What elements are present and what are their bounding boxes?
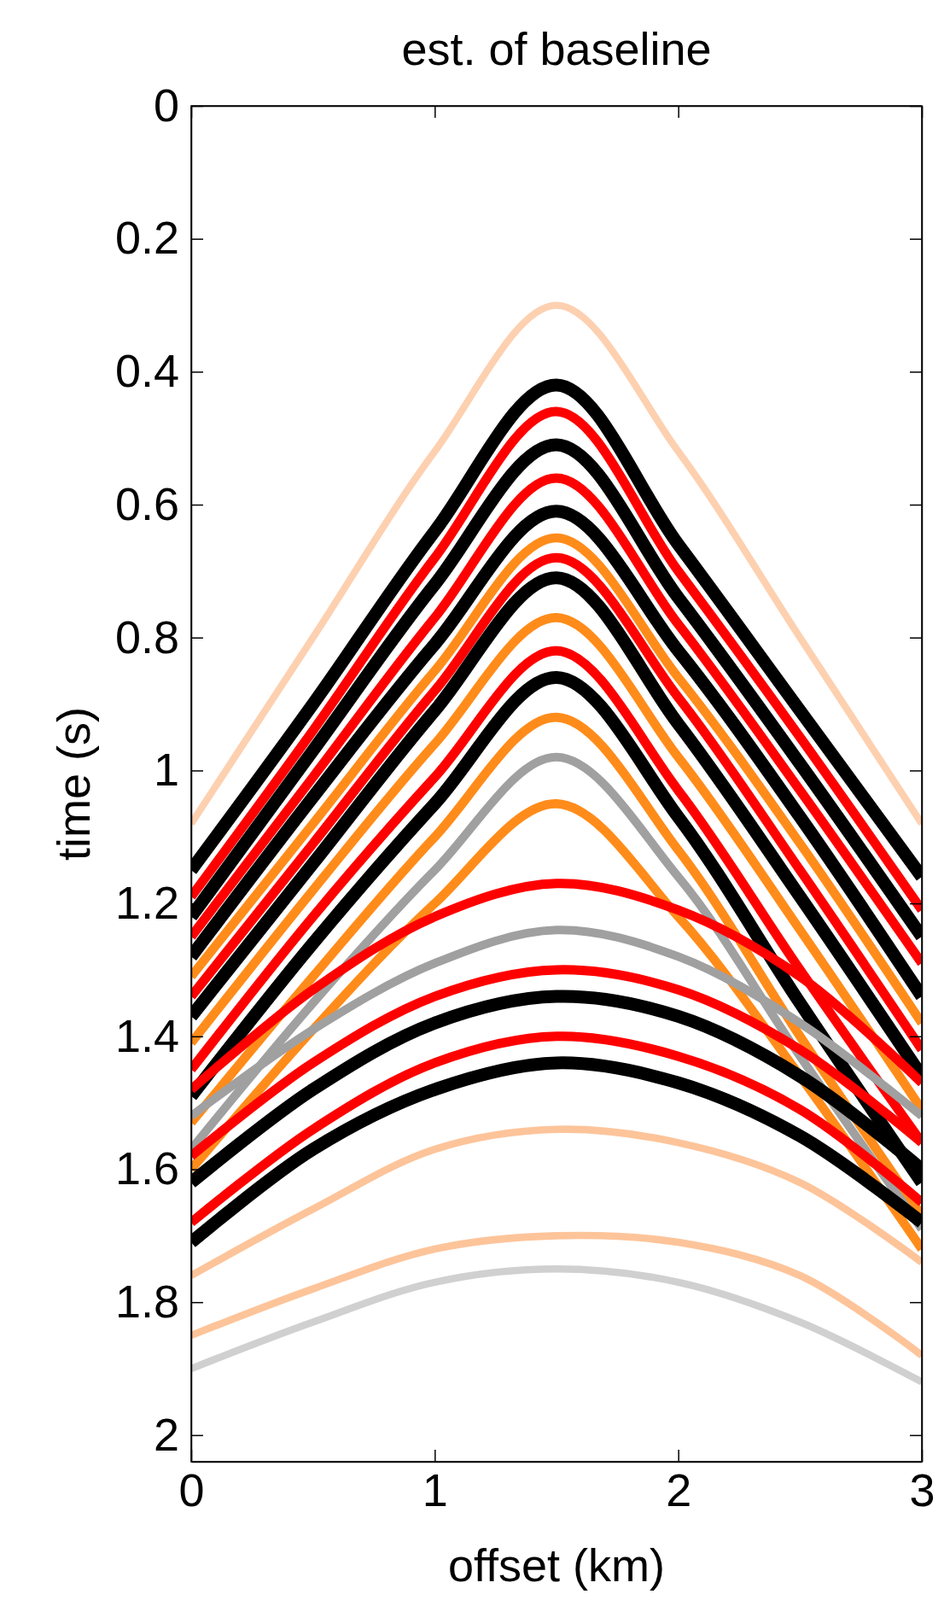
tick: 1.2	[115, 876, 204, 928]
x-axis: 0 1 2 3	[178, 1449, 935, 1516]
y-axis-title: time (s)	[47, 706, 100, 861]
tick	[909, 1434, 922, 1436]
x-axis-top	[192, 105, 923, 118]
tick-mark	[191, 769, 204, 772]
axis-line	[191, 106, 193, 1463]
tick-mark	[909, 769, 922, 772]
tick: 0.8	[115, 611, 204, 663]
tick	[909, 903, 922, 904]
tick	[909, 1168, 922, 1170]
event-line	[191, 1129, 922, 1276]
tick-label: 0.8	[115, 611, 180, 663]
tick: 1.4	[115, 1009, 204, 1061]
tick: 1	[153, 743, 204, 795]
tick-label: 0	[153, 79, 180, 131]
tick	[678, 105, 680, 118]
event-line	[191, 803, 922, 1249]
tick	[434, 105, 436, 118]
tick-mark	[909, 504, 922, 507]
tick-mark	[909, 238, 922, 240]
tick-mark	[677, 1449, 680, 1462]
tick	[909, 1301, 922, 1303]
tick-label: 3	[909, 1463, 935, 1516]
events	[191, 305, 922, 1382]
tick: 0.6	[115, 477, 204, 530]
tick	[909, 371, 922, 373]
tick-mark	[909, 1168, 922, 1171]
tick-mark	[191, 636, 204, 639]
tick-mark	[909, 1301, 922, 1304]
tick-mark	[909, 903, 922, 905]
tick-mark	[191, 903, 204, 905]
tick-label: 2	[153, 1408, 180, 1460]
tick-label: 0.4	[115, 344, 180, 397]
tick-label: 1.2	[115, 876, 180, 928]
tick-label: 1.8	[115, 1275, 180, 1327]
y-axis: 0 0.2 0.4 0.6 0.8 1 1.2 1.4 1.6 1.8 2	[115, 79, 204, 1463]
axis-line	[192, 105, 923, 108]
tick-label: 0.6	[115, 477, 180, 530]
frame	[191, 105, 922, 1462]
event-line	[191, 1235, 922, 1356]
tick-mark	[434, 105, 437, 118]
tick: 2	[153, 1408, 204, 1460]
title: est. of baseline	[401, 23, 711, 75]
axis-line	[921, 106, 924, 1463]
tick	[909, 504, 922, 506]
tick-label: 2	[665, 1463, 692, 1516]
tick: 1	[422, 1449, 449, 1516]
tick-mark	[191, 238, 204, 240]
event-line	[191, 1268, 922, 1382]
tick-mark	[191, 1036, 204, 1038]
tick: 0.2	[115, 211, 204, 263]
tick	[909, 769, 922, 771]
tick-mark	[191, 504, 204, 507]
tick-mark	[909, 1036, 922, 1038]
tick-mark	[909, 1434, 922, 1437]
y-axis-right	[909, 106, 923, 1463]
chart: 0 1 2 3 0 0.2 0.4 0.6 0.8 1 1.2 1.4 1.6 1.8 2 est. of b…	[0, 0, 944, 1600]
tick-label: 1	[422, 1463, 449, 1516]
tick-mark	[191, 1434, 204, 1437]
tick: 0.4	[115, 344, 204, 397]
x-axis-title: offset (km)	[448, 1538, 665, 1591]
tick-mark	[191, 371, 204, 373]
tick-label: 1.4	[115, 1009, 180, 1061]
tick-label: 0.2	[115, 211, 180, 263]
tick-label: 1	[153, 743, 180, 795]
tick-label: 0	[178, 1463, 204, 1516]
axis-line	[192, 1461, 923, 1463]
tick: 1.6	[115, 1142, 204, 1194]
tick-mark	[191, 1301, 204, 1304]
tick: 0	[153, 79, 204, 131]
tick	[909, 637, 922, 639]
tick-mark	[191, 105, 204, 108]
tick-mark	[909, 636, 922, 639]
tick-mark	[909, 105, 922, 108]
tick-mark	[434, 1449, 437, 1462]
tick	[909, 238, 922, 240]
tick: 2	[665, 1449, 692, 1516]
tick: 1.8	[115, 1275, 204, 1327]
tick-mark	[677, 105, 680, 118]
tick-label: 1.6	[115, 1142, 180, 1194]
tick	[909, 105, 922, 107]
plot-area: 0 1 2 3 0 0.2 0.4 0.6 0.8 1 1.2 1.4 1.6 1.8 2	[115, 79, 936, 1516]
tick-mark	[191, 1168, 204, 1171]
tick-mark	[909, 371, 922, 373]
tick	[909, 1036, 922, 1038]
